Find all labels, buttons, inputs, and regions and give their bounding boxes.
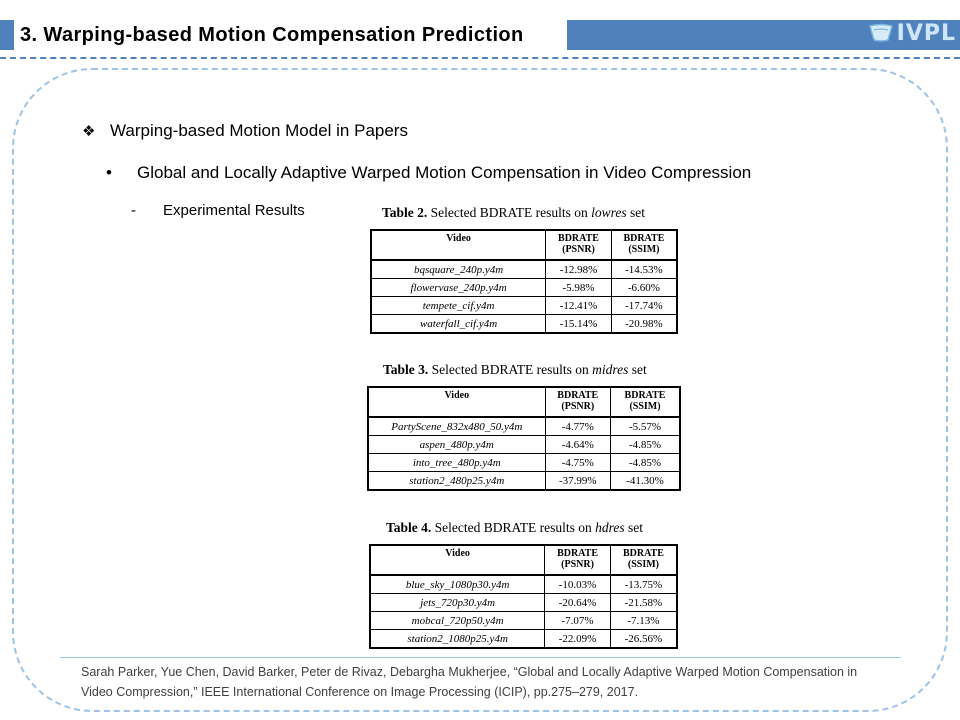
footer-divider: [60, 657, 901, 658]
table-row: mobcal_720p50.y4m -7.07% -7.13%: [369, 611, 678, 630]
content-frame: [12, 68, 948, 712]
bullet-level1: ❖ Warping-based Motion Model in Papers: [82, 121, 408, 141]
bullet-level2-text: Global and Locally Adaptive Warped Motio…: [137, 163, 752, 182]
table-header-cell: Video: [369, 544, 546, 576]
table-row: PartyScene_832x480_50.y4m -4.77% -5.57%: [367, 416, 681, 436]
table-header-cell: BDRATE (PSNR): [544, 544, 611, 576]
ivpl-logo: IVPL: [868, 16, 956, 50]
table3: Video BDRATE (PSNR) BDRATE (SSIM) PartyS…: [367, 386, 681, 491]
table-row: station2_1080p25.y4m -22.09% -26.56%: [369, 629, 678, 649]
title-band: [567, 20, 960, 50]
table-row: jets_720p30.y4m -20.64% -21.58%: [369, 593, 678, 612]
logo-text: IVPL: [896, 20, 956, 46]
table-row: waterfall_cif.y4m -15.14% -20.98%: [370, 314, 678, 334]
table2-caption: Table 2. Selected BDRATE results on lowr…: [382, 205, 646, 220]
bullet-level3: - Experimental Results: [131, 202, 305, 219]
table-row: flowervase_240p.y4m -5.98% -6.60%: [370, 278, 678, 297]
bullet-level1-text: Warping-based Motion Model in Papers: [110, 121, 408, 140]
table-row: bqsquare_240p.y4m -12.98% -14.53%: [370, 259, 678, 279]
table2: Video BDRATE (PSNR) BDRATE (SSIM) bqsqua…: [370, 229, 678, 334]
title-accent: [0, 20, 14, 50]
dot-bullet-icon: •: [106, 163, 112, 182]
table-header-cell: BDRATE (SSIM): [610, 229, 678, 261]
table3-caption: Table 3. Selected BDRATE results on midr…: [383, 362, 647, 377]
diamond-bullet-icon: ❖: [82, 123, 96, 140]
table-header-cell: BDRATE (PSNR): [544, 386, 612, 418]
table-header-cell: BDRATE (PSNR): [545, 229, 612, 261]
table-header-cell: Video: [367, 386, 546, 418]
table-header-cell: BDRATE (SSIM): [609, 544, 678, 576]
dash-bullet-icon: -: [131, 202, 136, 219]
slide-title: 3. Warping-based Motion Compensation Pre…: [20, 24, 524, 46]
table-header-row: Video BDRATE (PSNR) BDRATE (SSIM): [370, 229, 678, 261]
bullet-level2: • Global and Locally Adaptive Warped Moti…: [106, 163, 751, 183]
table-header-row: Video BDRATE (PSNR) BDRATE (SSIM): [367, 386, 681, 418]
table-row: aspen_480p.y4m -4.64% -4.85%: [367, 435, 681, 454]
table-row: into_tree_480p.y4m -4.75% -4.85%: [367, 453, 681, 472]
table-row: tempete_cif.y4m -12.41% -17.74%: [370, 296, 678, 315]
table-row: station2_480p25.y4m -37.99% -41.30%: [367, 471, 681, 491]
table-row: blue_sky_1080p30.y4m -10.03% -13.75%: [369, 574, 678, 594]
title-bar: 3. Warping-based Motion Compensation Pre…: [0, 16, 960, 52]
bullet-level3-text: Experimental Results: [163, 202, 305, 219]
table4-caption: Table 4. Selected BDRATE results on hdre…: [386, 520, 644, 535]
table-header-cell: BDRATE (SSIM): [610, 386, 681, 418]
citation: Sarah Parker, Yue Chen, David Barker, Pe…: [81, 665, 858, 699]
table-header-cell: Video: [370, 229, 547, 261]
logo-mark-icon: [868, 23, 893, 42]
table4: Video BDRATE (PSNR) BDRATE (SSIM) blue_s…: [369, 544, 678, 649]
header-divider: [0, 57, 960, 59]
table-header-row: Video BDRATE (PSNR) BDRATE (SSIM): [369, 544, 678, 576]
